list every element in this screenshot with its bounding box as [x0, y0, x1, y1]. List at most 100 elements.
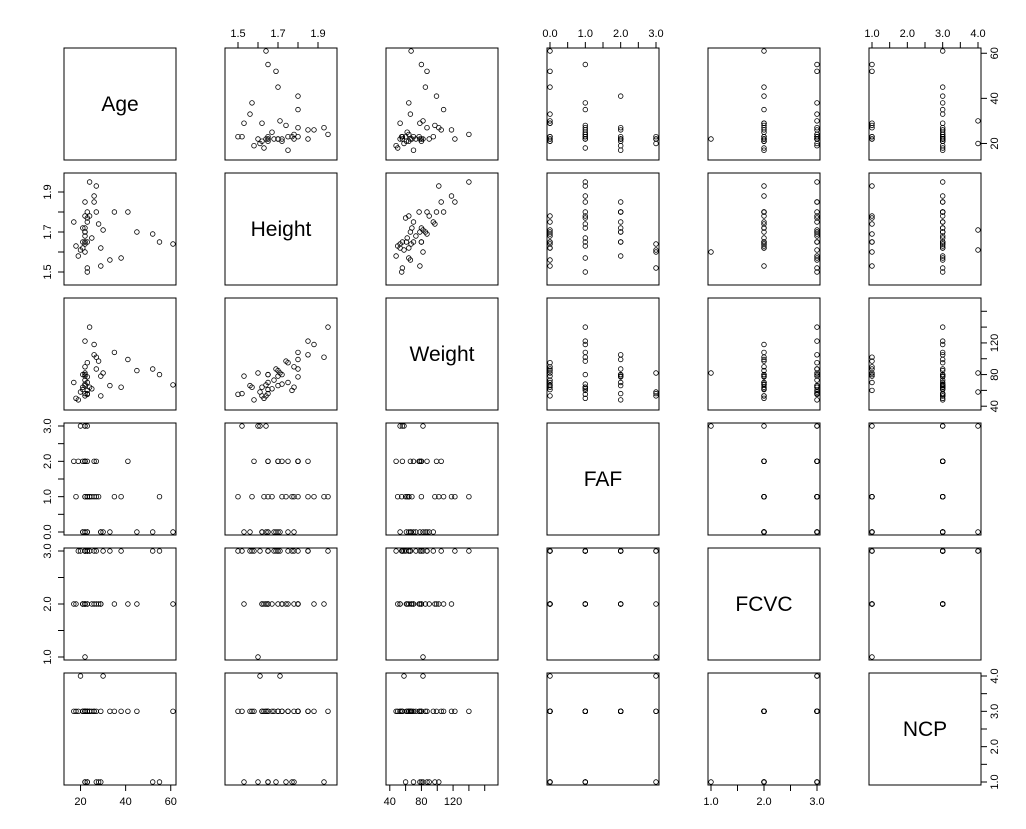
data-point	[263, 708, 269, 714]
scatter-panel-height-vs-fcvc	[707, 172, 821, 286]
data-point	[940, 209, 946, 215]
data-point	[107, 708, 113, 714]
data-point	[86, 179, 93, 185]
data-point	[547, 118, 553, 124]
data-point	[71, 458, 77, 464]
data-point	[653, 265, 659, 271]
data-point	[406, 100, 412, 106]
data-point	[73, 708, 79, 714]
data-point	[265, 138, 271, 144]
data-point	[814, 458, 820, 464]
tick-label: 1.0	[703, 796, 718, 808]
data-point	[432, 601, 438, 607]
data-point	[547, 84, 553, 90]
data-point	[77, 423, 84, 429]
data-point	[82, 548, 88, 554]
data-point	[285, 548, 291, 554]
data-point	[75, 253, 81, 259]
data-point	[940, 349, 946, 356]
data-point	[426, 213, 432, 219]
data-point	[547, 239, 553, 245]
data-point	[940, 235, 946, 241]
data-point	[406, 245, 412, 251]
data-point	[424, 708, 430, 714]
tick-label: 2.0	[989, 739, 1001, 754]
scatter-panel-faf-vs-weight	[385, 422, 499, 536]
data-point	[814, 708, 820, 714]
data-point	[279, 601, 285, 607]
data-point	[404, 708, 410, 714]
data-point	[305, 708, 311, 714]
data-point	[420, 118, 426, 124]
data-point	[71, 379, 77, 386]
data-point	[265, 371, 271, 378]
data-point	[291, 708, 297, 714]
data-point	[410, 529, 417, 535]
data-point	[111, 708, 118, 714]
data-point	[426, 779, 432, 785]
data-point	[98, 779, 104, 785]
data-point	[291, 779, 297, 785]
data-point	[125, 708, 131, 714]
data-point	[440, 708, 447, 714]
data-point	[547, 708, 553, 714]
data-point	[761, 145, 767, 151]
data-point	[77, 389, 84, 395]
panel-frame	[546, 422, 660, 536]
data-point	[814, 68, 820, 74]
data-point	[325, 131, 331, 138]
data-point	[761, 423, 767, 429]
scatter-panel-age-vs-ncp	[868, 47, 982, 161]
data-point	[413, 136, 419, 142]
data-point	[263, 423, 269, 429]
data-point	[761, 129, 767, 135]
data-point	[261, 708, 267, 714]
data-point	[582, 255, 588, 261]
data-point	[417, 529, 423, 535]
data-point	[257, 140, 263, 147]
data-point	[814, 265, 820, 271]
data-point	[618, 708, 624, 714]
data-point	[814, 389, 820, 395]
data-point	[257, 548, 263, 554]
data-point	[285, 601, 291, 607]
panel-frame	[63, 422, 177, 536]
data-point	[940, 423, 946, 429]
data-point	[761, 779, 767, 785]
data-point	[618, 93, 624, 99]
data-point	[761, 136, 767, 142]
panel-frame	[546, 47, 660, 161]
data-point	[107, 257, 113, 263]
data-point	[404, 129, 410, 135]
scatter-panel-age-vs-faf	[546, 47, 660, 161]
data-point	[814, 371, 820, 378]
data-point	[814, 247, 820, 253]
data-point	[305, 494, 311, 500]
scatter-panel-weight-vs-age	[63, 297, 177, 411]
data-point	[975, 370, 981, 376]
data-point	[814, 61, 820, 68]
data-point	[295, 356, 301, 363]
data-point	[418, 136, 425, 142]
data-point	[418, 601, 425, 607]
data-point	[283, 122, 289, 129]
data-point	[814, 229, 820, 235]
data-point	[653, 708, 659, 714]
data-point	[547, 393, 553, 399]
data-point	[277, 118, 283, 124]
data-point	[295, 124, 301, 131]
data-point	[279, 494, 285, 500]
data-point	[653, 601, 659, 607]
data-point	[125, 458, 131, 464]
tick-label: 1.7	[42, 224, 54, 239]
data-point	[100, 227, 106, 233]
data-point	[271, 529, 277, 535]
data-point	[582, 324, 588, 330]
data-point	[239, 390, 245, 397]
data-point	[940, 341, 946, 348]
data-point	[814, 257, 820, 263]
data-point	[410, 601, 417, 607]
data-point	[275, 367, 281, 374]
data-point	[93, 366, 99, 372]
data-point	[255, 136, 261, 142]
